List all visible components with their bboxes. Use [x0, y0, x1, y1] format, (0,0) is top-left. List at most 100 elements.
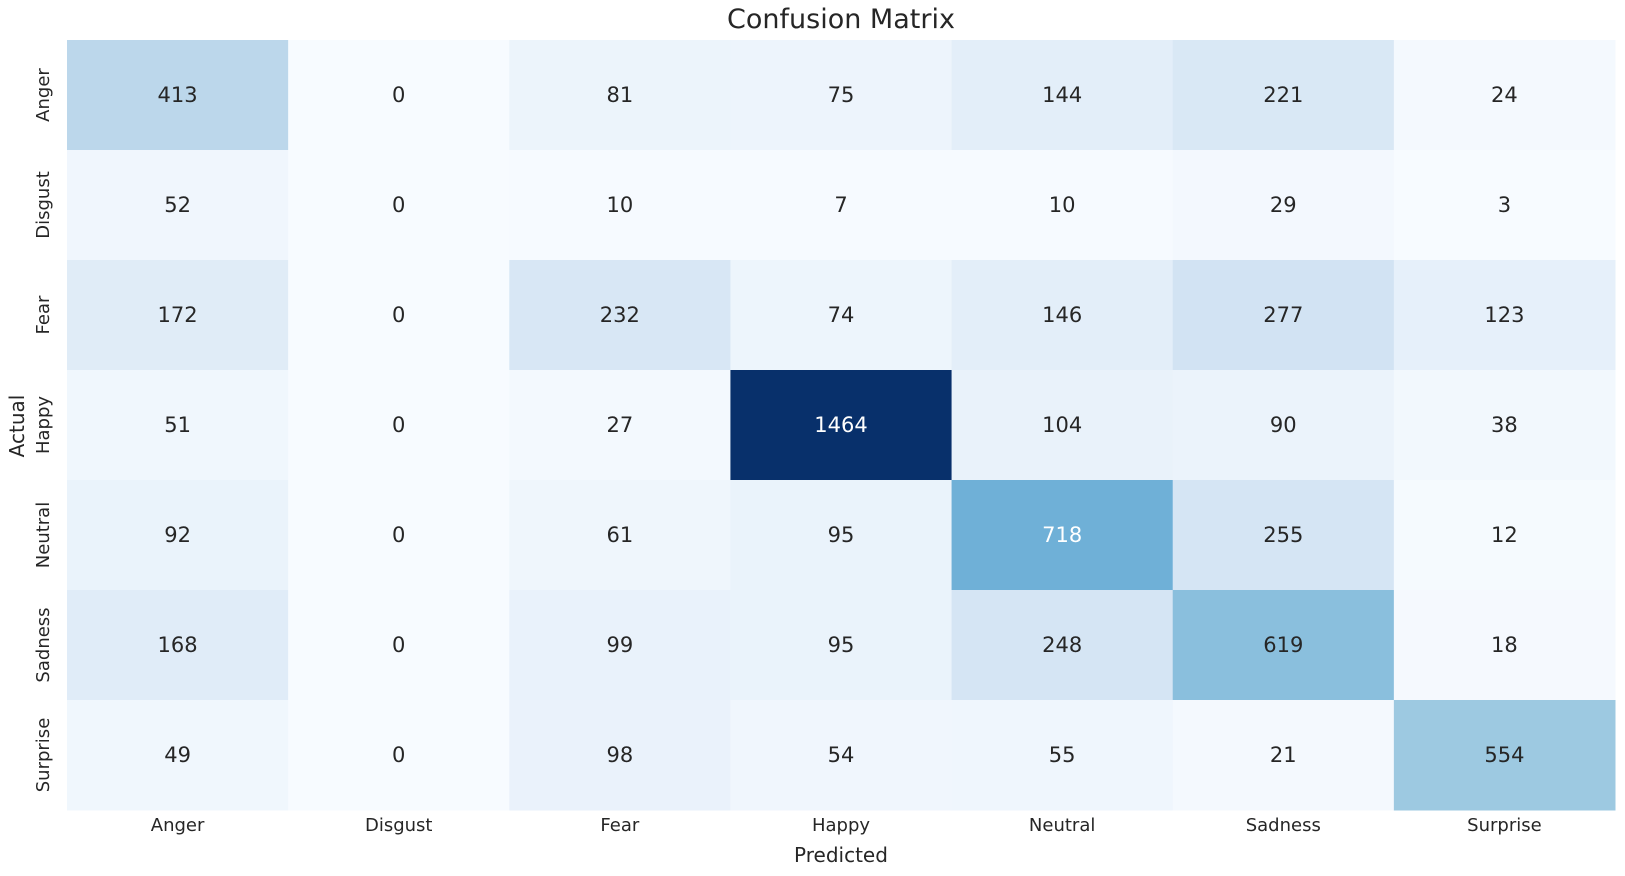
chart-title: Confusion Matrix — [727, 4, 955, 35]
cell-value-label: 81 — [606, 83, 633, 107]
cell-value-label: 104 — [1042, 413, 1082, 437]
cell-value-label: 172 — [158, 303, 198, 327]
cell-value-label: 123 — [1484, 303, 1524, 327]
cell-value-label: 92 — [164, 523, 191, 547]
cell-value-label: 277 — [1263, 303, 1303, 327]
heatmap-cell — [67, 700, 289, 811]
cell-value-label: 95 — [828, 523, 855, 547]
heatmap-cell — [951, 590, 1174, 701]
cell-value-label: 10 — [1049, 193, 1076, 217]
heatmap-cell — [509, 150, 731, 261]
x-axis-ticks: Anger Disgust Fear Happy Neutral Sadness Surpr… — [151, 815, 1542, 836]
cell-value-label: 12 — [1491, 523, 1518, 547]
cell-value-label: 0 — [392, 523, 405, 547]
x-tick-label: Fear — [600, 815, 639, 836]
x-tick-label: Anger — [151, 815, 205, 836]
cell-value-label: 24 — [1491, 83, 1518, 107]
cell-value-label: 221 — [1263, 83, 1303, 107]
y-axis-label: Actual — [5, 395, 29, 458]
cell-value-label: 0 — [392, 83, 405, 107]
y-tick-label: Surprise — [33, 718, 54, 793]
x-tick-label: Surprise — [1467, 815, 1542, 836]
cell-value-label: 29 — [1270, 193, 1297, 217]
heatmap-cell — [1393, 150, 1616, 261]
heatmap-cell — [1172, 40, 1395, 151]
cell-value-label: 232 — [600, 303, 640, 327]
x-tick-label: Happy — [812, 815, 870, 836]
heatmap-cell — [951, 150, 1174, 261]
cell-value-label: 7 — [834, 193, 847, 217]
heatmap-cell — [509, 480, 731, 591]
heatmap-cell — [67, 370, 289, 481]
heatmap-cell — [67, 40, 289, 151]
cell-value-label: 51 — [164, 413, 191, 437]
cell-value-label: 61 — [606, 523, 633, 547]
cell-value-label: 144 — [1042, 83, 1082, 107]
heatmap-cell — [730, 590, 953, 701]
x-axis-label: Predicted — [794, 843, 888, 867]
cell-value-label: 99 — [606, 633, 633, 657]
cell-value-label: 75 — [828, 83, 855, 107]
y-tick-label: Sadness — [33, 607, 54, 682]
cell-value-label: 0 — [392, 413, 405, 437]
cell-value-label: 18 — [1491, 633, 1518, 657]
cell-value-label: 74 — [828, 303, 855, 327]
x-tick-label: Disgust — [365, 815, 433, 836]
cell-value-label: 21 — [1270, 743, 1297, 767]
x-tick-label: Neutral — [1029, 815, 1095, 836]
cell-value-label: 38 — [1491, 413, 1518, 437]
heatmap-cell — [1393, 700, 1616, 811]
cell-value-label: 49 — [164, 743, 191, 767]
cell-value-label: 554 — [1484, 743, 1524, 767]
heatmap-cell — [730, 480, 953, 591]
y-tick-label: Anger — [33, 68, 54, 122]
heatmap-cell — [1172, 370, 1395, 481]
cell-value-label: 718 — [1042, 523, 1082, 547]
cell-value-label: 0 — [392, 193, 405, 217]
heatmap-cell — [509, 40, 731, 151]
heatmap-cell — [1393, 480, 1616, 591]
heatmap-cell — [67, 480, 289, 591]
heatmap-cell — [1172, 590, 1395, 701]
heatmap-cell-labels: 413 0 81 75 144 221 24 52 0 10 7 10 29 3 172 0 232 74 146 2… — [158, 83, 1525, 767]
heatmap-cell — [288, 480, 510, 591]
heatmap-cell — [730, 40, 953, 151]
heatmap-cell — [288, 590, 510, 701]
heatmap-cell — [288, 370, 510, 481]
heatmap-cell — [67, 150, 289, 261]
heatmap-cell — [1393, 40, 1616, 151]
cell-value-label: 54 — [828, 743, 855, 767]
cell-value-label: 0 — [392, 743, 405, 767]
heatmap-cell — [951, 480, 1174, 591]
heatmap-cell — [1393, 590, 1616, 701]
heatmap-cell — [288, 260, 510, 371]
cell-value-label: 168 — [158, 633, 198, 657]
heatmap-cell — [1172, 150, 1395, 261]
heatmap-cell — [730, 260, 953, 371]
cell-value-label: 27 — [606, 413, 633, 437]
heatmap-cell — [1172, 700, 1395, 811]
heatmap-cell — [509, 590, 731, 701]
heatmap-cell — [288, 700, 510, 811]
cell-value-label: 248 — [1042, 633, 1082, 657]
cell-value-label: 0 — [392, 303, 405, 327]
heatmap-cell — [951, 370, 1174, 481]
cell-value-label: 95 — [828, 633, 855, 657]
heatmap-cell — [730, 700, 953, 811]
y-axis-ticks: Anger Disgust Fear Happy Neutral Sadness Surpr… — [33, 68, 54, 793]
heatmap-cell — [288, 40, 510, 151]
heatmap-cells — [67, 40, 1616, 811]
cell-value-label: 1464 — [814, 413, 867, 437]
heatmap-cell — [730, 150, 953, 261]
cell-value-label: 3 — [1498, 193, 1511, 217]
heatmap-cell — [1393, 370, 1616, 481]
cell-value-label: 255 — [1263, 523, 1303, 547]
cell-value-label: 413 — [158, 83, 198, 107]
cell-value-label: 98 — [606, 743, 633, 767]
cell-value-label: 619 — [1263, 633, 1303, 657]
heatmap-cell — [1172, 260, 1395, 371]
cell-value-label: 10 — [606, 193, 633, 217]
y-tick-label: Disgust — [33, 171, 54, 239]
heatmap-cell — [951, 40, 1174, 151]
